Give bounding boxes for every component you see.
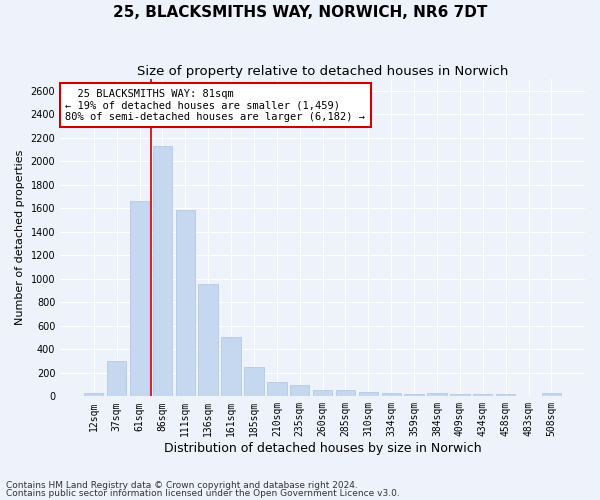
Bar [107,361,127,396]
Bar [199,284,218,397]
Bar [450,394,470,396]
Bar [152,146,172,397]
Bar [290,384,310,396]
Text: 25, BLACKSMITHS WAY, NORWICH, NR6 7DT: 25, BLACKSMITHS WAY, NORWICH, NR6 7DT [113,5,487,20]
Bar [313,390,332,396]
Bar [336,390,355,396]
Title: Size of property relative to detached houses in Norwich: Size of property relative to detached ho… [137,65,508,78]
Bar [427,393,447,396]
Bar [473,394,493,396]
Bar [267,382,287,396]
Y-axis label: Number of detached properties: Number of detached properties [15,150,25,326]
Bar [382,393,401,396]
Bar [244,367,263,396]
Bar [404,394,424,396]
Bar [176,210,195,396]
Bar [359,392,378,396]
Bar [496,394,515,396]
Bar [542,394,561,396]
Text: 25 BLACKSMITHS WAY: 81sqm
← 19% of detached houses are smaller (1,459)
80% of se: 25 BLACKSMITHS WAY: 81sqm ← 19% of detac… [65,88,365,122]
Text: Contains HM Land Registry data © Crown copyright and database right 2024.: Contains HM Land Registry data © Crown c… [6,480,358,490]
Bar [221,337,241,396]
X-axis label: Distribution of detached houses by size in Norwich: Distribution of detached houses by size … [164,442,481,455]
Bar [130,202,149,396]
Bar [84,394,103,396]
Text: Contains public sector information licensed under the Open Government Licence v3: Contains public sector information licen… [6,489,400,498]
